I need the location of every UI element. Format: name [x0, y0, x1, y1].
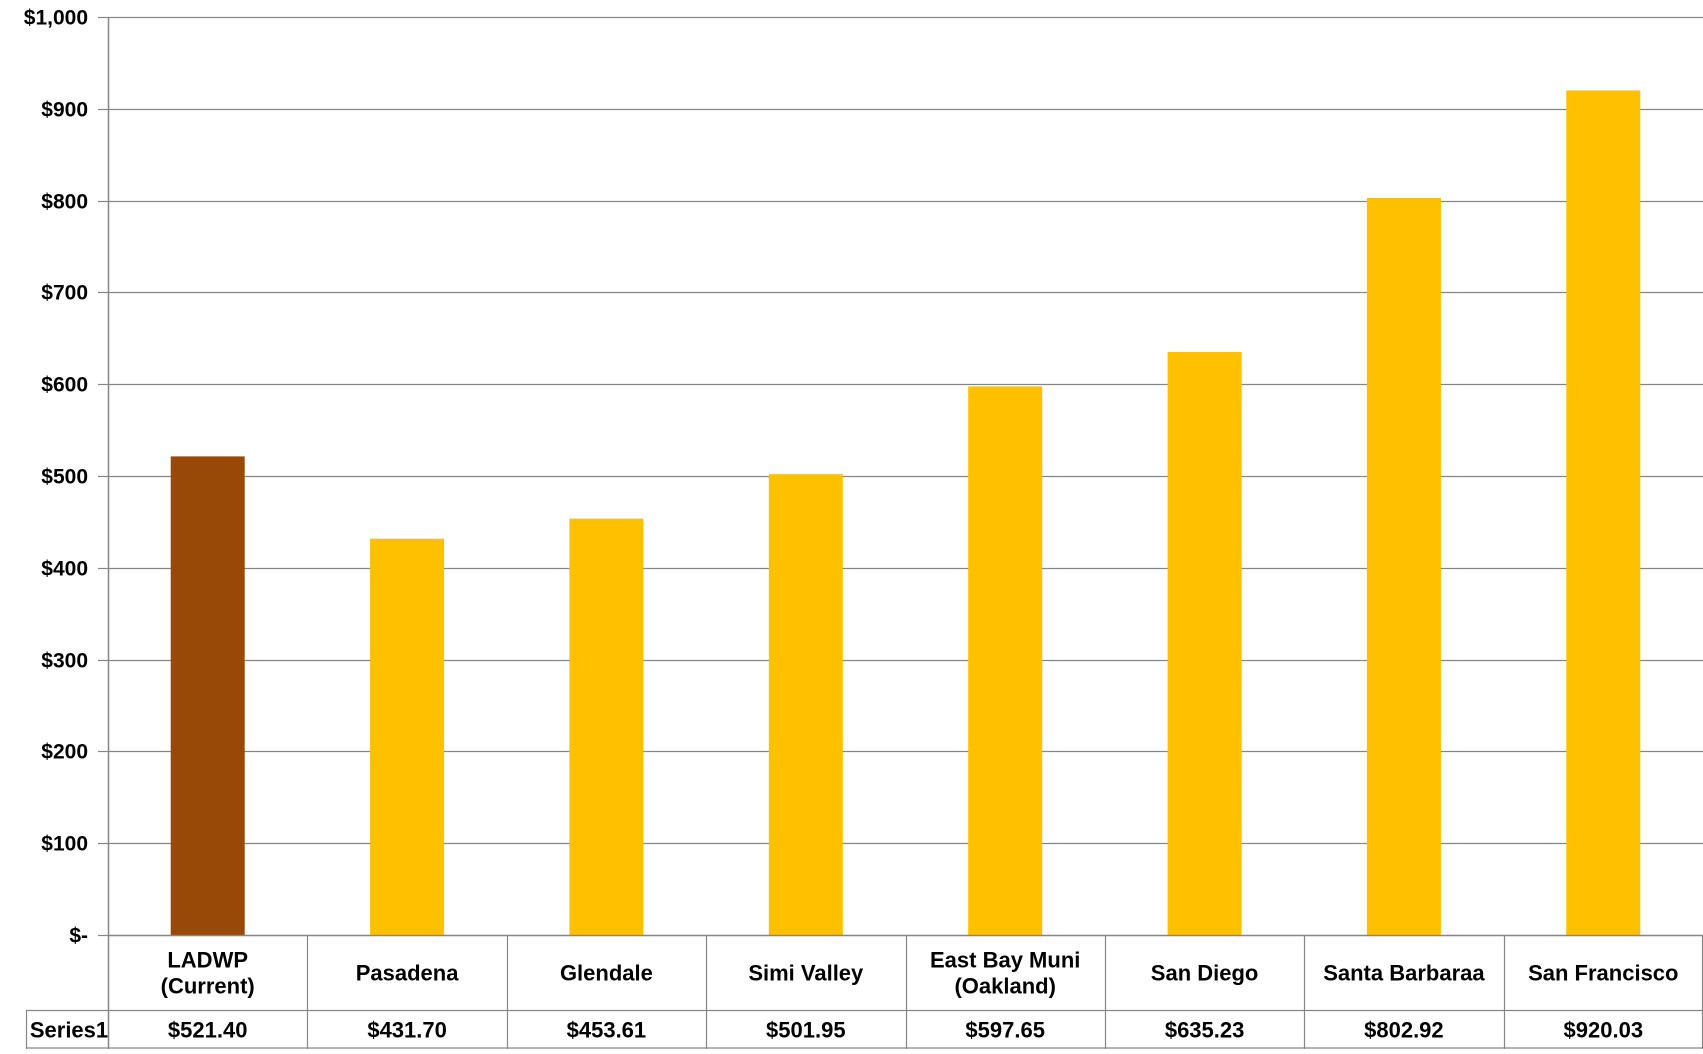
y-tick-label: $400 — [41, 558, 88, 581]
y-tick-label: $600 — [41, 374, 88, 397]
bar — [170, 456, 245, 935]
bar — [370, 538, 445, 935]
category-label: San Francisco — [1528, 961, 1678, 986]
category-label: Glendale — [560, 961, 653, 986]
data-table-value: $635.23 — [1165, 1018, 1245, 1043]
y-tick-label: $100 — [41, 833, 88, 856]
category-label: East Bay Muni — [930, 948, 1080, 973]
category-label: (Oakland) — [954, 974, 1055, 999]
bar — [1167, 351, 1242, 935]
y-tick-labels: $- $100 $200 $300 $400 $500 $600 $700 $800 $900 $1… — [24, 7, 88, 948]
data-table-value: $453.61 — [567, 1018, 647, 1043]
y-tick-label: $200 — [41, 741, 88, 764]
bar — [1566, 90, 1641, 935]
data-table-value: $802.92 — [1364, 1018, 1444, 1043]
y-tick-label: $900 — [41, 99, 88, 122]
bar — [968, 386, 1043, 935]
data-table-value: $501.95 — [766, 1018, 846, 1043]
data-table-value: $920.03 — [1564, 1018, 1644, 1043]
category-label: LADWP — [167, 948, 248, 973]
category-label: San Diego — [1151, 961, 1259, 986]
y-tick-label: $1,000 — [24, 7, 88, 30]
category-label: Pasadena — [356, 961, 459, 986]
series-row-header: Series1 — [30, 1018, 108, 1043]
category-label: (Current) — [161, 974, 255, 999]
y-tick-label: $- — [69, 925, 88, 948]
axes — [98, 16, 1703, 1049]
data-table: LADWP(Current) Pasadena Glendale Simi Valle… — [25, 935, 1703, 1049]
y-tick-label: $800 — [41, 191, 88, 214]
data-table-value: $521.40 — [168, 1018, 248, 1043]
category-label: Simi Valley — [748, 961, 864, 986]
gridlines — [108, 16, 1703, 845]
bar — [1366, 197, 1441, 935]
y-tick-label: $300 — [41, 650, 88, 673]
category-label: Santa Barbaraa — [1323, 961, 1485, 986]
bar — [768, 474, 843, 935]
y-tick-label: $500 — [41, 466, 88, 489]
data-table-value: $597.65 — [965, 1018, 1045, 1043]
data-table-value: $431.70 — [367, 1018, 447, 1043]
bars — [170, 90, 1641, 935]
y-tick-label: $700 — [41, 282, 88, 305]
bar — [569, 518, 644, 935]
